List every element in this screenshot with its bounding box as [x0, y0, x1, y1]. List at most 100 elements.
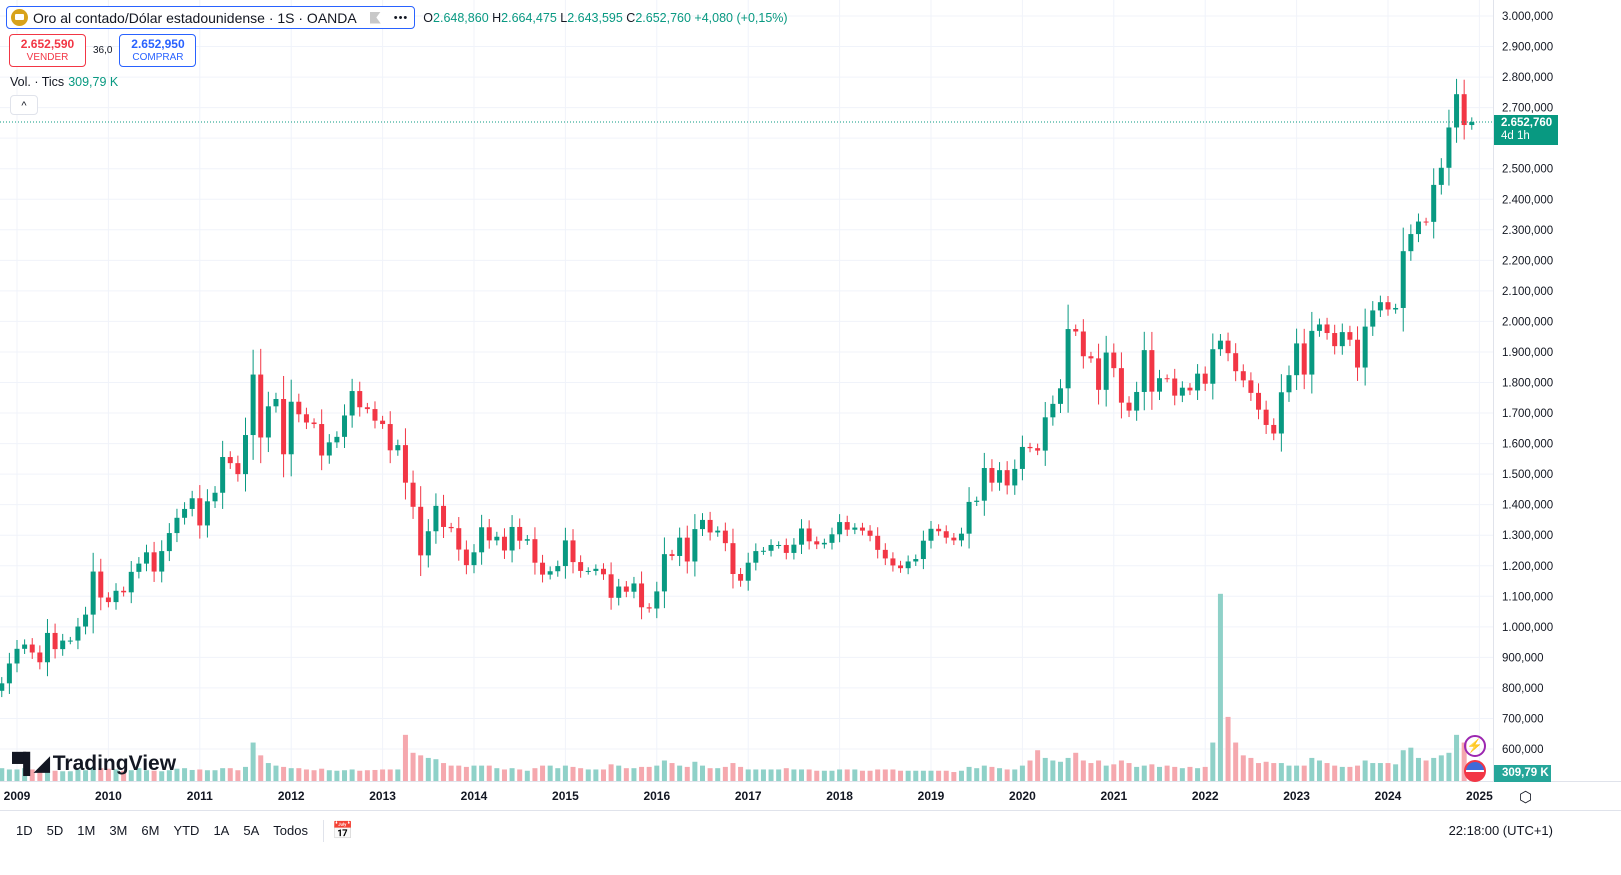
- sell-button[interactable]: 2.652,590 VENDER: [9, 34, 86, 67]
- volume-bar: [661, 760, 667, 781]
- us-flag-icon[interactable]: [1464, 760, 1486, 782]
- volume-bar: [1035, 750, 1041, 781]
- volume-bar: [844, 769, 850, 781]
- candle-body: [441, 505, 447, 527]
- x-tick-label: 2018: [826, 789, 853, 803]
- volume-bar: [608, 764, 614, 781]
- candle-body: [1256, 392, 1262, 410]
- volume-bar: [326, 770, 332, 781]
- volume-bar: [1377, 763, 1383, 781]
- symbol-selector[interactable]: Oro al contado/Dólar estadounidense · 1S…: [6, 6, 416, 29]
- volume-bar: [1431, 757, 1437, 781]
- candle-body: [1423, 221, 1429, 223]
- candle-body: [265, 406, 271, 438]
- candle-body: [1377, 302, 1383, 311]
- volume-bar: [882, 769, 888, 781]
- change-value: +4,080 (+0,15%): [694, 10, 788, 25]
- volume-bar: [1370, 763, 1376, 781]
- candle-body: [936, 528, 942, 532]
- flag-icon[interactable]: [369, 11, 381, 24]
- volume-bar: [159, 771, 165, 781]
- volume-bar: [479, 765, 485, 781]
- volume-bar: [692, 761, 698, 781]
- volume-bar: [357, 770, 363, 781]
- clock[interactable]: 22:18:00 (UTC+1): [1448, 823, 1553, 838]
- volume-bar: [1050, 760, 1056, 781]
- volume-bar: [212, 770, 218, 781]
- volume-bar: [654, 765, 660, 781]
- candle-body: [22, 644, 28, 649]
- volume-bar: [578, 768, 584, 781]
- volume-bar: [1324, 763, 1330, 781]
- volume-bar: [52, 770, 58, 781]
- buy-button[interactable]: 2.652,950 COMPRAR: [119, 34, 197, 67]
- volume-bar: [814, 770, 820, 781]
- candle-body: [1454, 94, 1460, 128]
- lightning-icon[interactable]: ⚡: [1464, 735, 1486, 757]
- candle-body: [311, 422, 317, 425]
- x-tick-label: 2016: [643, 789, 670, 803]
- candle-body: [1035, 448, 1041, 451]
- candle-body: [433, 505, 439, 532]
- candle-body: [1393, 307, 1399, 310]
- y-tick-label: 2.300,000: [1502, 225, 1553, 237]
- candle-body: [387, 424, 393, 451]
- candle-body: [1408, 234, 1414, 252]
- volume-bar: [1065, 757, 1071, 781]
- volume-bar: [387, 769, 393, 781]
- collapse-legend-button[interactable]: ^: [10, 95, 38, 115]
- volume-bar: [593, 769, 599, 781]
- range-1a[interactable]: 1A: [213, 823, 230, 838]
- volume-bar: [67, 771, 73, 781]
- sell-price: 2.652,590: [20, 37, 75, 51]
- low-value: 2.643,595: [567, 10, 623, 25]
- range-1d[interactable]: 1D: [16, 823, 33, 838]
- range-all[interactable]: Todos: [273, 823, 308, 838]
- volume-bar: [1423, 760, 1429, 781]
- candle-body: [1355, 339, 1361, 368]
- settings-icon[interactable]: ⬡: [1519, 789, 1533, 806]
- volume-bar: [1134, 766, 1140, 781]
- range-1m[interactable]: 1M: [77, 823, 96, 838]
- candle-body: [143, 552, 149, 564]
- candle-body: [402, 445, 408, 483]
- volume-bar: [1248, 757, 1254, 781]
- volume-bar: [395, 769, 401, 781]
- go-to-date-icon[interactable]: 📅: [331, 820, 354, 840]
- volume-bar: [494, 768, 500, 781]
- volume-bar: [1301, 765, 1307, 781]
- candle-body: [1400, 251, 1406, 308]
- candle-body: [677, 537, 683, 556]
- volume-bar: [1073, 752, 1079, 781]
- x-tick-label: 2012: [278, 789, 305, 803]
- bottom-toolbar: 1D 5D 1M 3M 6M YTD 1A 5A Todos 📅 22:18:0…: [0, 810, 1621, 850]
- volume-bar: [6, 769, 12, 781]
- y-tick-label: 1.400,000: [1502, 500, 1553, 512]
- volume-bar: [1332, 765, 1338, 781]
- more-icon[interactable]: •••: [393, 11, 409, 24]
- candle-body: [1415, 221, 1421, 235]
- tradingview-logo[interactable]: ▀▌◢ TradingView: [12, 751, 176, 776]
- volume-bar: [22, 768, 28, 781]
- volume-bar: [471, 765, 477, 781]
- candle-body: [669, 554, 675, 556]
- volume-bar: [829, 770, 835, 781]
- range-5a[interactable]: 5A: [243, 823, 260, 838]
- candle-body: [540, 562, 546, 575]
- price-chart[interactable]: 3.000,000 2.900,000 2.800,000 2.700,000 2.50…: [0, 0, 1621, 810]
- candle-body: [1324, 324, 1330, 334]
- range-5d[interactable]: 5D: [46, 823, 64, 838]
- y-tick-label: 1.500,000: [1502, 469, 1553, 481]
- candle-body: [1172, 378, 1178, 396]
- volume-bar: [1355, 765, 1361, 781]
- candle-body: [509, 526, 515, 551]
- range-ytd[interactable]: YTD: [173, 823, 200, 838]
- candle-body: [1301, 343, 1307, 375]
- y-tick-label: 3.000,000: [1502, 11, 1553, 23]
- range-6m[interactable]: 6M: [141, 823, 160, 838]
- y-tick-label: 1.300,000: [1502, 530, 1553, 542]
- volume-bar: [456, 765, 462, 781]
- volume-bar: [1164, 765, 1170, 781]
- candle-body: [1461, 94, 1467, 126]
- range-3m[interactable]: 3M: [109, 823, 128, 838]
